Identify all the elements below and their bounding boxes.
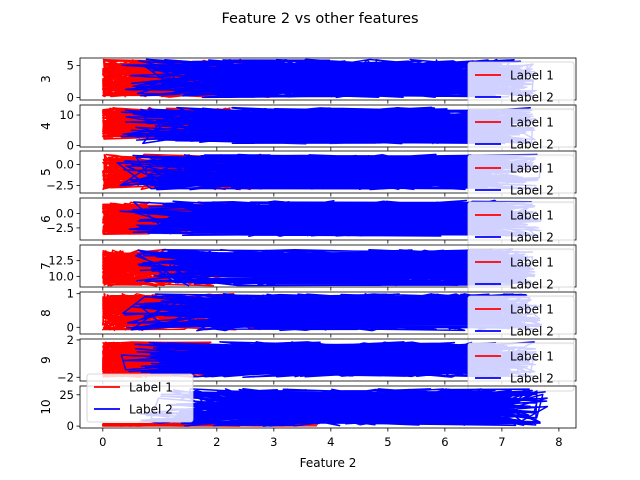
legend-4: Label 1 Label 2 [467,201,575,251]
legend-label: Label 2 [510,231,554,245]
x-tick-label: 0 [99,435,106,449]
legend-3: Label 1 Label 2 [467,154,575,204]
legend-1: Label 1 Label 2 [467,61,575,111]
y-axis-label-6: 8 [39,309,53,317]
y-tick-label: 0.0 [56,157,74,171]
plot-area-1 [102,58,537,99]
legend-5: Label 1 Label 2 [467,248,575,298]
y-tick-label: −2.5 [46,178,74,192]
y-axis-label-5: 7 [39,262,53,270]
series-line-label-2-panel-2 [120,106,536,145]
x-tick-label: 6 [441,435,448,449]
x-tick-labels: 0 1 2 3 4 5 6 7 8 [99,435,562,449]
legend-label: Label 2 [510,372,554,386]
axes-frame-2 [79,104,577,148]
y-axis-label-7: 9 [39,356,53,364]
legend-label: Label 1 [510,350,554,364]
subplot-6: 0 1 8 Label 1 Label 2 [39,287,577,345]
series-line-label-2-panel-6 [122,293,543,332]
legend-7: Label 1 Label 2 [467,342,575,392]
legend-label: Label 2 [510,184,554,198]
plot-area-2 [102,106,536,145]
legend-label: Label 1 [510,256,554,270]
axes-frame-8 [79,385,577,429]
y-axis-label-8: 10 [39,399,53,414]
legend-label: Label 2 [510,138,554,152]
axes-frame-3 [79,150,577,194]
y-tick-label: 5 [67,59,74,73]
x-axis-label: Feature 2 [300,456,357,470]
axes-frame-4 [79,197,577,241]
legend-label: Label 2 [510,91,554,105]
x-tick-label: 1 [156,435,163,449]
legend-label: Label 1 [510,162,554,176]
legend-label: Label 2 [129,403,173,417]
y-tick-label: 25 [59,388,74,402]
legend-label: Label 1 [510,303,554,317]
axes-frame-7 [79,338,577,382]
y-axis-label-1: 3 [39,75,53,83]
subplot-4: −2.50.06 Label 1 Label 2 [39,197,577,251]
x-tick-label: 2 [213,435,220,449]
legend-8: Label 1 Label 2 [86,373,194,423]
subplot-7: −2 2 9 Label 1 Label 2 [39,333,577,392]
legend-box [86,373,194,423]
subplot-8: 0 25 10 Label 1 Label 2 [39,373,577,433]
x-tick-label: 3 [270,435,277,449]
y-tick-label: −2.5 [46,221,74,235]
axes-frame-6 [79,291,577,335]
subplot-3: −2.5 0.05 Label 1 Label 2 [39,150,577,204]
y-tick-label: 1 [67,287,74,301]
axes-frame-5 [79,244,577,288]
x-tick-label: 7 [498,435,505,449]
series-line-label-2-panel-7 [120,341,537,378]
plot-area-7 [102,341,537,378]
y-tick-label: −2 [57,370,74,384]
chart-title: Feature 2 vs other features [221,11,418,27]
x-tick-label: 8 [555,435,562,449]
subplot-5: 10.012.57 Label 1 Label 2 [39,244,577,298]
plot-area-6 [102,292,543,332]
y-tick-label: 0 [67,320,74,334]
y-tick-label: 0 [67,419,74,433]
legend-label: Label 2 [510,325,554,339]
legend-2: Label 1 Label 2 [467,108,575,158]
y-tick-label: 12.5 [48,254,74,268]
y-tick-label: 0 [67,138,74,152]
y-tick-label: 0 [67,90,74,104]
legend-6: Label 1 Label 2 [467,295,575,345]
legend-label: Label 1 [510,69,554,83]
axes-frame-1 [79,57,577,101]
y-tick-label: 0.0 [56,207,74,221]
subplot-2: 0 10 4 Label 1 Label 2 [39,104,577,158]
plot-area-8 [102,387,549,427]
y-tick-label: 2 [67,333,74,347]
legend-label: Label 1 [510,209,554,223]
y-tick-label: 10.0 [48,269,74,283]
legend-label: Label 1 [510,116,554,130]
legend-label: Label 1 [129,381,173,395]
series-line-label-2-panel-8 [139,387,549,427]
x-tick-label: 5 [384,435,391,449]
x-tick-label: 4 [327,435,334,449]
subplot-1: 0 5 3 Label 1 Label 2 [39,57,577,111]
y-tick-label: 10 [59,108,74,122]
y-axis-label-3: 5 [39,168,53,176]
series-line-label-2-panel-1 [121,58,537,99]
legend-label: Label 2 [510,278,554,292]
y-axis-label-4: 6 [39,215,53,223]
y-axis-label-2: 4 [39,122,53,130]
